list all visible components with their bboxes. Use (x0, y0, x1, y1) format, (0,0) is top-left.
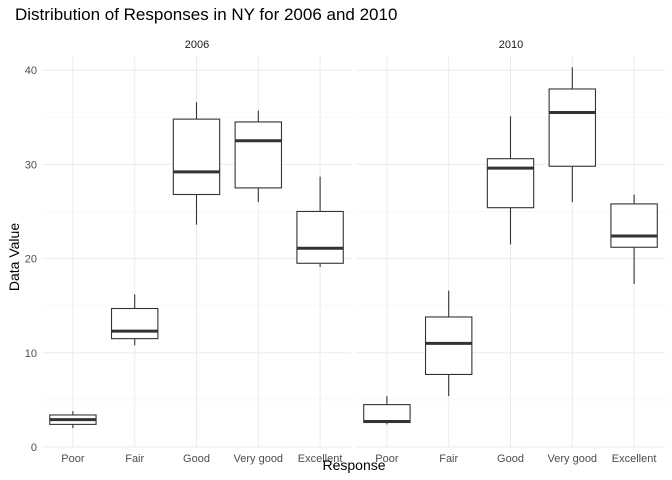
iqr-box (424, 316, 473, 376)
x-tick-label: Fair (439, 453, 458, 465)
iqr-box (486, 158, 535, 209)
x-tick-label: Poor (375, 453, 399, 465)
x-tick-label: Excellent (298, 453, 343, 465)
box-2010-fair (424, 290, 473, 397)
x-tick-label: Very good (234, 453, 284, 465)
y-tick-label: 40 (25, 65, 37, 77)
box-2010-very-good (548, 67, 597, 203)
iqr-box (548, 88, 597, 167)
x-tick-label: Good (183, 453, 210, 465)
iqr-box (296, 210, 344, 264)
box-2010-good (486, 116, 535, 245)
y-axis-title: Data Value (6, 223, 22, 291)
box-2006-fair (110, 294, 159, 346)
x-tick-label: Fair (125, 453, 144, 465)
y-tick-label: 20 (25, 254, 37, 266)
box-2006-excellent (296, 176, 344, 268)
tick-labels: Poor Fair Good Very good Excellent Poor Fair Go… (25, 65, 657, 465)
panel-label-2010: 2010 (499, 39, 523, 51)
iqr-box (363, 404, 411, 424)
iqr-box (234, 121, 283, 189)
iqr-box (610, 203, 658, 248)
box-2010-excellent (610, 194, 658, 285)
box-marks (49, 67, 658, 429)
iqr-box (172, 118, 221, 196)
box-2010-poor (363, 396, 411, 425)
x-tick-label: Very good (548, 453, 598, 465)
x-tick-label: Good (497, 453, 524, 465)
box-2006-good (172, 102, 221, 225)
box-2006-very-good (234, 110, 283, 203)
y-tick-label: 30 (25, 159, 37, 171)
chart-title: Distribution of Responses in NY for 2006… (15, 5, 397, 24)
y-tick-label: 10 (25, 348, 37, 360)
x-axis-title: Response (322, 457, 385, 473)
x-tick-label: Excellent (612, 453, 657, 465)
y-tick-label: 0 (31, 442, 37, 454)
box-2006-poor (49, 411, 97, 429)
x-tick-label: Poor (61, 453, 85, 465)
panel-label-2006: 2006 (185, 39, 209, 51)
iqr-box (110, 307, 159, 340)
